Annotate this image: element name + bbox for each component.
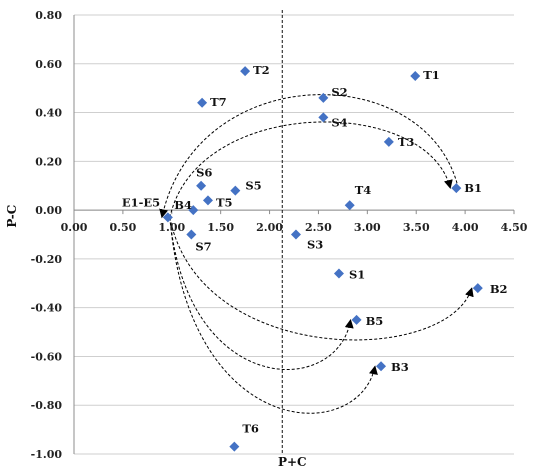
data-point xyxy=(318,92,329,103)
y-tick-label: 0.80 xyxy=(35,9,62,22)
data-point xyxy=(351,314,362,325)
x-tick-label: 3.50 xyxy=(403,221,430,234)
data-point xyxy=(202,195,213,206)
point-label: B1 xyxy=(464,181,482,195)
y-tick-label: -1.00 xyxy=(31,448,63,461)
point-label: T3 xyxy=(398,135,415,149)
point-label: T4 xyxy=(355,183,372,197)
y-tick-label: 0.00 xyxy=(35,204,62,217)
point-label: S7 xyxy=(195,240,211,254)
y-tick-label: 0.40 xyxy=(35,107,62,120)
point-label: T7 xyxy=(210,95,227,109)
x-tick-label: 0.50 xyxy=(109,221,136,234)
point-label: T5 xyxy=(216,195,233,209)
point-label: S6 xyxy=(196,166,212,180)
data-point xyxy=(383,136,394,147)
y-tick-label: -0.80 xyxy=(31,399,63,412)
data-point xyxy=(240,66,251,77)
point-label: S2 xyxy=(331,85,347,99)
data-point xyxy=(472,283,483,294)
point-label: B3 xyxy=(391,360,409,374)
x-tick-label: 2.50 xyxy=(305,221,332,234)
data-point xyxy=(196,180,207,191)
point-labels: T1 T2 T7 S2 S4 T3 B1 S6 S5 T5 B4 E1-E5 T4 S7 S3 S1 B2 B5 B… xyxy=(122,63,508,436)
arrow-path xyxy=(169,217,378,414)
data-point xyxy=(318,112,329,123)
data-point xyxy=(333,268,344,279)
data-point xyxy=(451,183,462,194)
arrow-path xyxy=(159,94,459,219)
point-label: S5 xyxy=(245,179,261,193)
point-label: T2 xyxy=(253,63,270,77)
data-points xyxy=(162,66,483,452)
data-point xyxy=(410,70,421,81)
data-point xyxy=(197,97,208,108)
point-label: B2 xyxy=(490,282,508,296)
arrow-paths xyxy=(159,94,474,414)
x-tick-label: 0.00 xyxy=(61,221,88,234)
data-point xyxy=(186,229,197,240)
data-point xyxy=(290,229,301,240)
data-point xyxy=(188,205,199,216)
x-tick-label: 4.00 xyxy=(452,221,479,234)
axes xyxy=(73,10,515,454)
point-label: T1 xyxy=(423,68,440,82)
y-tick-label: 0.20 xyxy=(35,155,62,168)
x-tick-label: 4.50 xyxy=(501,221,528,234)
tick-labels: 0.80 0.60 0.40 0.20 0.00 -0.20 -0.40 -0.60 -0.80… xyxy=(31,9,528,461)
x-axis-label: P+C xyxy=(278,455,307,469)
point-label: S1 xyxy=(349,268,365,282)
y-tick-label: -0.40 xyxy=(31,302,63,315)
data-point xyxy=(162,212,173,223)
data-point xyxy=(229,441,240,452)
point-label: B5 xyxy=(366,314,384,328)
point-label: B4 xyxy=(174,198,192,212)
x-tick-label: 1.50 xyxy=(207,221,234,234)
y-axis-label: P-C xyxy=(5,205,19,228)
x-tick-label: 1.00 xyxy=(158,221,185,234)
data-point xyxy=(376,361,387,372)
data-point xyxy=(344,200,355,211)
point-label: E1-E5 xyxy=(122,195,160,209)
y-tick-label: -0.20 xyxy=(31,253,63,266)
point-label: S3 xyxy=(307,238,323,252)
arrow-path xyxy=(169,217,474,341)
y-tick-label: 0.60 xyxy=(35,58,62,71)
data-point xyxy=(230,185,241,196)
point-label: T6 xyxy=(242,422,259,436)
x-tick-label: 2.00 xyxy=(256,221,283,234)
y-tick-label: -0.60 xyxy=(31,350,63,363)
x-tick-label: 3.00 xyxy=(354,221,381,234)
point-label: S4 xyxy=(331,115,347,129)
